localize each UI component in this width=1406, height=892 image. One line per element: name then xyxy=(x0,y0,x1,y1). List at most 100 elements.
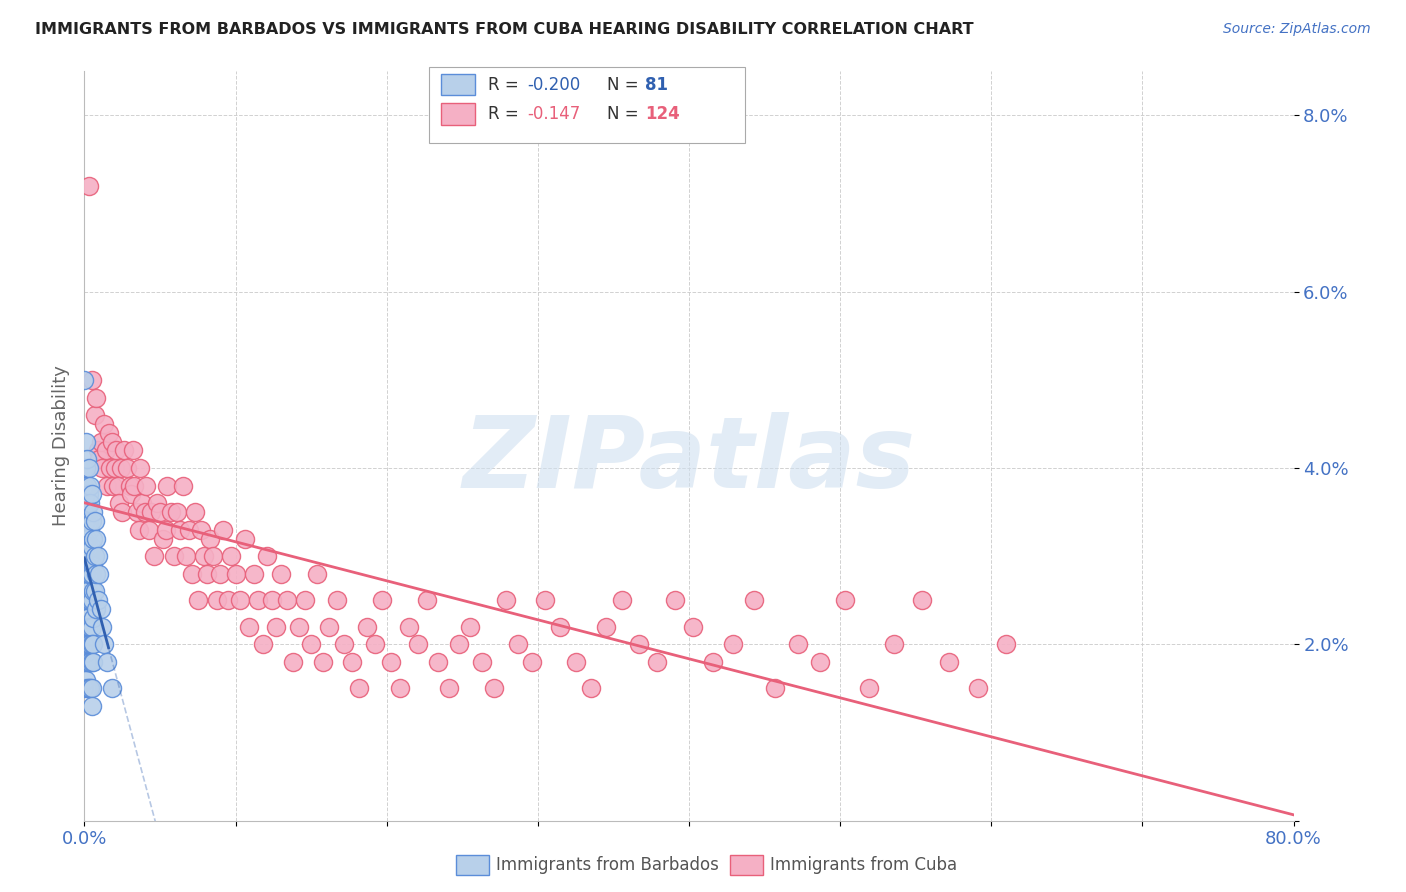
Point xyxy=(129,461,152,475)
Point xyxy=(326,593,349,607)
Point xyxy=(77,514,100,528)
Point xyxy=(75,593,97,607)
Point xyxy=(89,452,111,467)
Point xyxy=(79,496,101,510)
Point xyxy=(115,461,138,475)
Point xyxy=(471,655,494,669)
Point xyxy=(96,655,118,669)
Point xyxy=(256,549,278,564)
Point xyxy=(645,655,668,669)
Point xyxy=(190,523,212,537)
Point xyxy=(80,487,103,501)
Point xyxy=(80,637,103,651)
Point xyxy=(193,549,215,564)
Point xyxy=(183,505,205,519)
Point xyxy=(564,655,586,669)
Point xyxy=(79,523,101,537)
Point xyxy=(371,593,394,607)
Point xyxy=(80,373,103,387)
Point xyxy=(363,637,385,651)
Point xyxy=(146,496,169,510)
Point xyxy=(76,505,98,519)
Point xyxy=(131,496,153,510)
Point xyxy=(79,620,101,634)
Point xyxy=(104,461,127,475)
Point xyxy=(270,566,292,581)
Point xyxy=(299,637,322,651)
Point xyxy=(995,637,1018,651)
Point xyxy=(87,549,110,564)
Point xyxy=(294,593,316,607)
Point xyxy=(138,523,160,537)
Point xyxy=(520,655,543,669)
Point xyxy=(82,532,104,546)
Point xyxy=(79,478,101,492)
Point xyxy=(177,523,200,537)
Point xyxy=(810,655,832,669)
Point xyxy=(76,681,98,696)
Point xyxy=(73,505,96,519)
Point xyxy=(128,523,150,537)
Point xyxy=(75,434,97,449)
Point xyxy=(209,566,232,581)
Point xyxy=(73,532,96,546)
Point xyxy=(437,681,460,696)
Point xyxy=(73,549,96,564)
Point xyxy=(82,584,104,599)
Point xyxy=(427,655,450,669)
Point xyxy=(76,637,98,651)
Point xyxy=(107,478,129,492)
Point xyxy=(217,593,239,607)
Point xyxy=(247,593,270,607)
Point xyxy=(174,549,197,564)
Point xyxy=(966,681,988,696)
Point xyxy=(534,593,557,607)
Point xyxy=(682,620,704,634)
Point xyxy=(91,461,114,475)
Point xyxy=(75,541,97,555)
Point xyxy=(80,681,103,696)
Point xyxy=(763,681,786,696)
Point xyxy=(79,655,101,669)
Point xyxy=(307,566,329,581)
Point xyxy=(105,443,128,458)
Point xyxy=(84,408,107,422)
Point xyxy=(169,523,191,537)
Point xyxy=(87,443,110,458)
Point xyxy=(702,655,724,669)
Point xyxy=(508,637,530,651)
Point xyxy=(333,637,356,651)
Point xyxy=(742,593,765,607)
Point xyxy=(77,681,100,696)
Point xyxy=(449,637,471,651)
Point xyxy=(229,593,252,607)
Point xyxy=(77,655,100,669)
Point xyxy=(80,593,103,607)
Point xyxy=(77,178,100,193)
Text: -0.147: -0.147 xyxy=(527,105,581,123)
Point xyxy=(139,505,162,519)
Point xyxy=(76,478,98,492)
Point xyxy=(883,637,905,651)
Point xyxy=(75,487,97,501)
Point xyxy=(628,637,651,651)
Point xyxy=(79,637,101,651)
Point xyxy=(252,637,274,651)
Point xyxy=(416,593,439,607)
Point xyxy=(73,637,96,651)
Point xyxy=(77,461,100,475)
Point xyxy=(79,593,101,607)
Text: IMMIGRANTS FROM BARBADOS VS IMMIGRANTS FROM CUBA HEARING DISABILITY CORRELATION : IMMIGRANTS FROM BARBADOS VS IMMIGRANTS F… xyxy=(35,22,974,37)
Point xyxy=(127,505,149,519)
Point xyxy=(79,681,101,696)
Point xyxy=(156,478,179,492)
Point xyxy=(198,532,221,546)
Point xyxy=(159,505,181,519)
Point xyxy=(408,637,430,651)
Point xyxy=(75,673,97,687)
Point xyxy=(212,523,235,537)
Point xyxy=(195,566,218,581)
Point xyxy=(233,532,256,546)
Text: 81: 81 xyxy=(645,76,668,94)
Point xyxy=(86,391,108,405)
